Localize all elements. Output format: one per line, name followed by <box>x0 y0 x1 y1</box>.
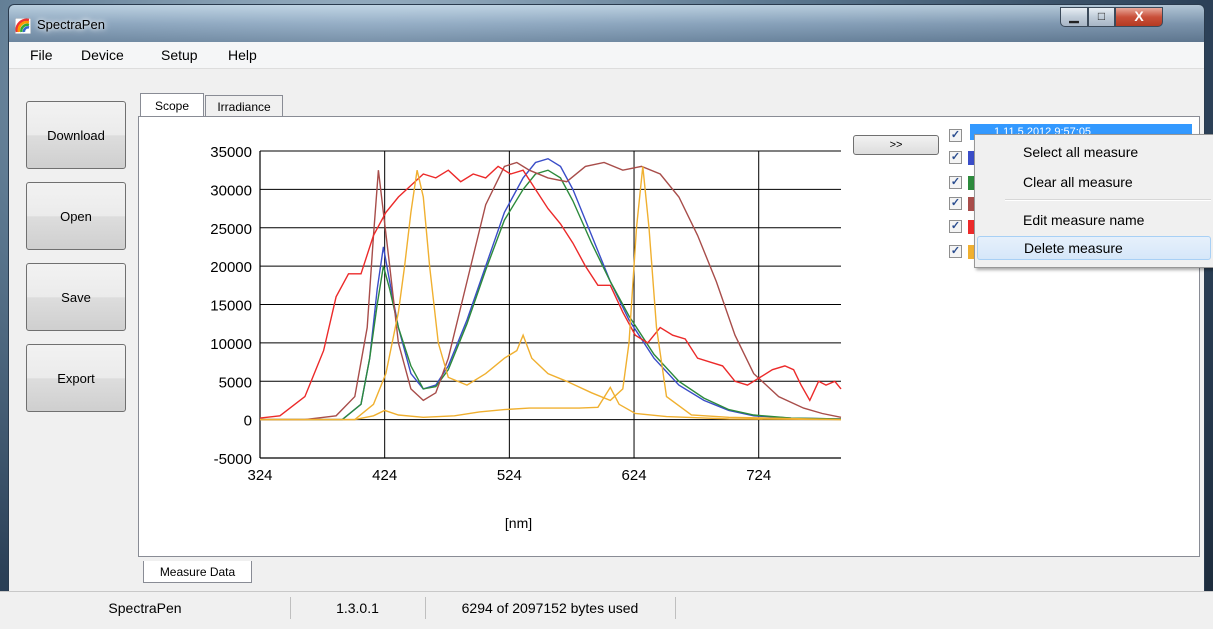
minimize-icon: ▁ <box>1069 9 1079 23</box>
menu-setup[interactable]: Setup <box>161 47 198 63</box>
rainbow-app-icon <box>15 18 31 34</box>
tab-irradiance[interactable]: Irradiance <box>205 95 283 117</box>
menu-separator <box>1005 199 1211 201</box>
menu-delete-measure[interactable]: Delete measure <box>977 236 1211 260</box>
tab-measure-data[interactable]: Measure Data <box>143 561 252 583</box>
legend-checkbox[interactable]: ✓ <box>949 151 962 164</box>
x-tick-label: 324 <box>247 467 272 484</box>
status-memory-usage: 6294 of 2097152 bytes used <box>425 597 676 619</box>
series-line-5 <box>260 166 842 421</box>
series-line-4 <box>259 165 842 419</box>
close-button[interactable]: X <box>1115 7 1163 27</box>
y-tick-label: 0 <box>244 413 252 430</box>
context-menu: Select all measure Clear all measure Edi… <box>974 134 1213 268</box>
y-tick-label: 30000 <box>210 182 252 199</box>
y-tick-label: 15000 <box>210 298 252 315</box>
expand-button[interactable]: >> <box>853 135 939 155</box>
title-bar[interactable]: SpectraPen ▁ □ X <box>8 4 1205 42</box>
y-tick-label: -5000 <box>214 451 252 468</box>
legend-swatch <box>968 220 974 234</box>
y-tick-label: 20000 <box>210 259 252 276</box>
minimize-button[interactable]: ▁ <box>1060 7 1088 27</box>
y-tick-label: 25000 <box>210 221 252 238</box>
x-tick-label: 624 <box>622 467 647 484</box>
maximize-button[interactable]: □ <box>1088 7 1115 27</box>
menu-help[interactable]: Help <box>228 47 257 63</box>
status-app-name: SpectraPen <box>0 597 291 619</box>
download-button[interactable]: Download <box>26 101 126 169</box>
y-tick-label: 5000 <box>219 374 252 391</box>
status-version: 1.3.0.1 <box>290 597 426 619</box>
x-tick-label: 424 <box>372 467 397 484</box>
legend-swatch <box>968 151 974 165</box>
tab-scope[interactable]: Scope <box>140 93 204 117</box>
menu-edit-measure-name[interactable]: Edit measure name <box>1023 212 1145 228</box>
series-line-1 <box>260 157 842 421</box>
legend-checkbox[interactable]: ✓ <box>949 176 962 189</box>
menu-bar: File Device Setup Help <box>9 42 1204 69</box>
x-tick-label: 724 <box>746 467 771 484</box>
y-tick-label: 35000 <box>210 144 252 161</box>
series-line-2 <box>260 169 842 421</box>
menu-select-all-measure[interactable]: Select all measure <box>1023 144 1139 160</box>
maximize-icon: □ <box>1097 9 1106 23</box>
export-button[interactable]: Export <box>26 344 126 412</box>
legend-checkbox[interactable]: ✓ <box>949 129 962 142</box>
x-axis-label: [nm] <box>505 515 532 531</box>
legend-checkbox[interactable]: ✓ <box>949 197 962 210</box>
series-line-6 <box>260 385 842 421</box>
menu-clear-all-measure[interactable]: Clear all measure <box>1023 174 1133 190</box>
window-title: SpectraPen <box>37 17 105 32</box>
y-tick-label: 10000 <box>210 336 252 353</box>
status-bar: SpectraPen 1.3.0.1 6294 of 2097152 bytes… <box>0 591 1213 629</box>
legend-swatch <box>968 176 974 190</box>
legend-swatch <box>968 245 974 259</box>
open-button[interactable]: Open <box>26 182 126 250</box>
series-line-3 <box>260 161 842 421</box>
menu-device[interactable]: Device <box>81 47 124 63</box>
save-button[interactable]: Save <box>26 263 126 331</box>
close-icon: X <box>1134 8 1144 24</box>
legend-checkbox[interactable]: ✓ <box>949 220 962 233</box>
x-tick-label: 524 <box>497 467 522 484</box>
spectrum-chart: 35000 30000 25000 20000 15000 10000 5000 0 -5000… <box>210 144 842 531</box>
legend-checkbox[interactable]: ✓ <box>949 245 962 258</box>
menu-file[interactable]: File <box>30 47 53 63</box>
legend-swatch <box>968 197 974 211</box>
